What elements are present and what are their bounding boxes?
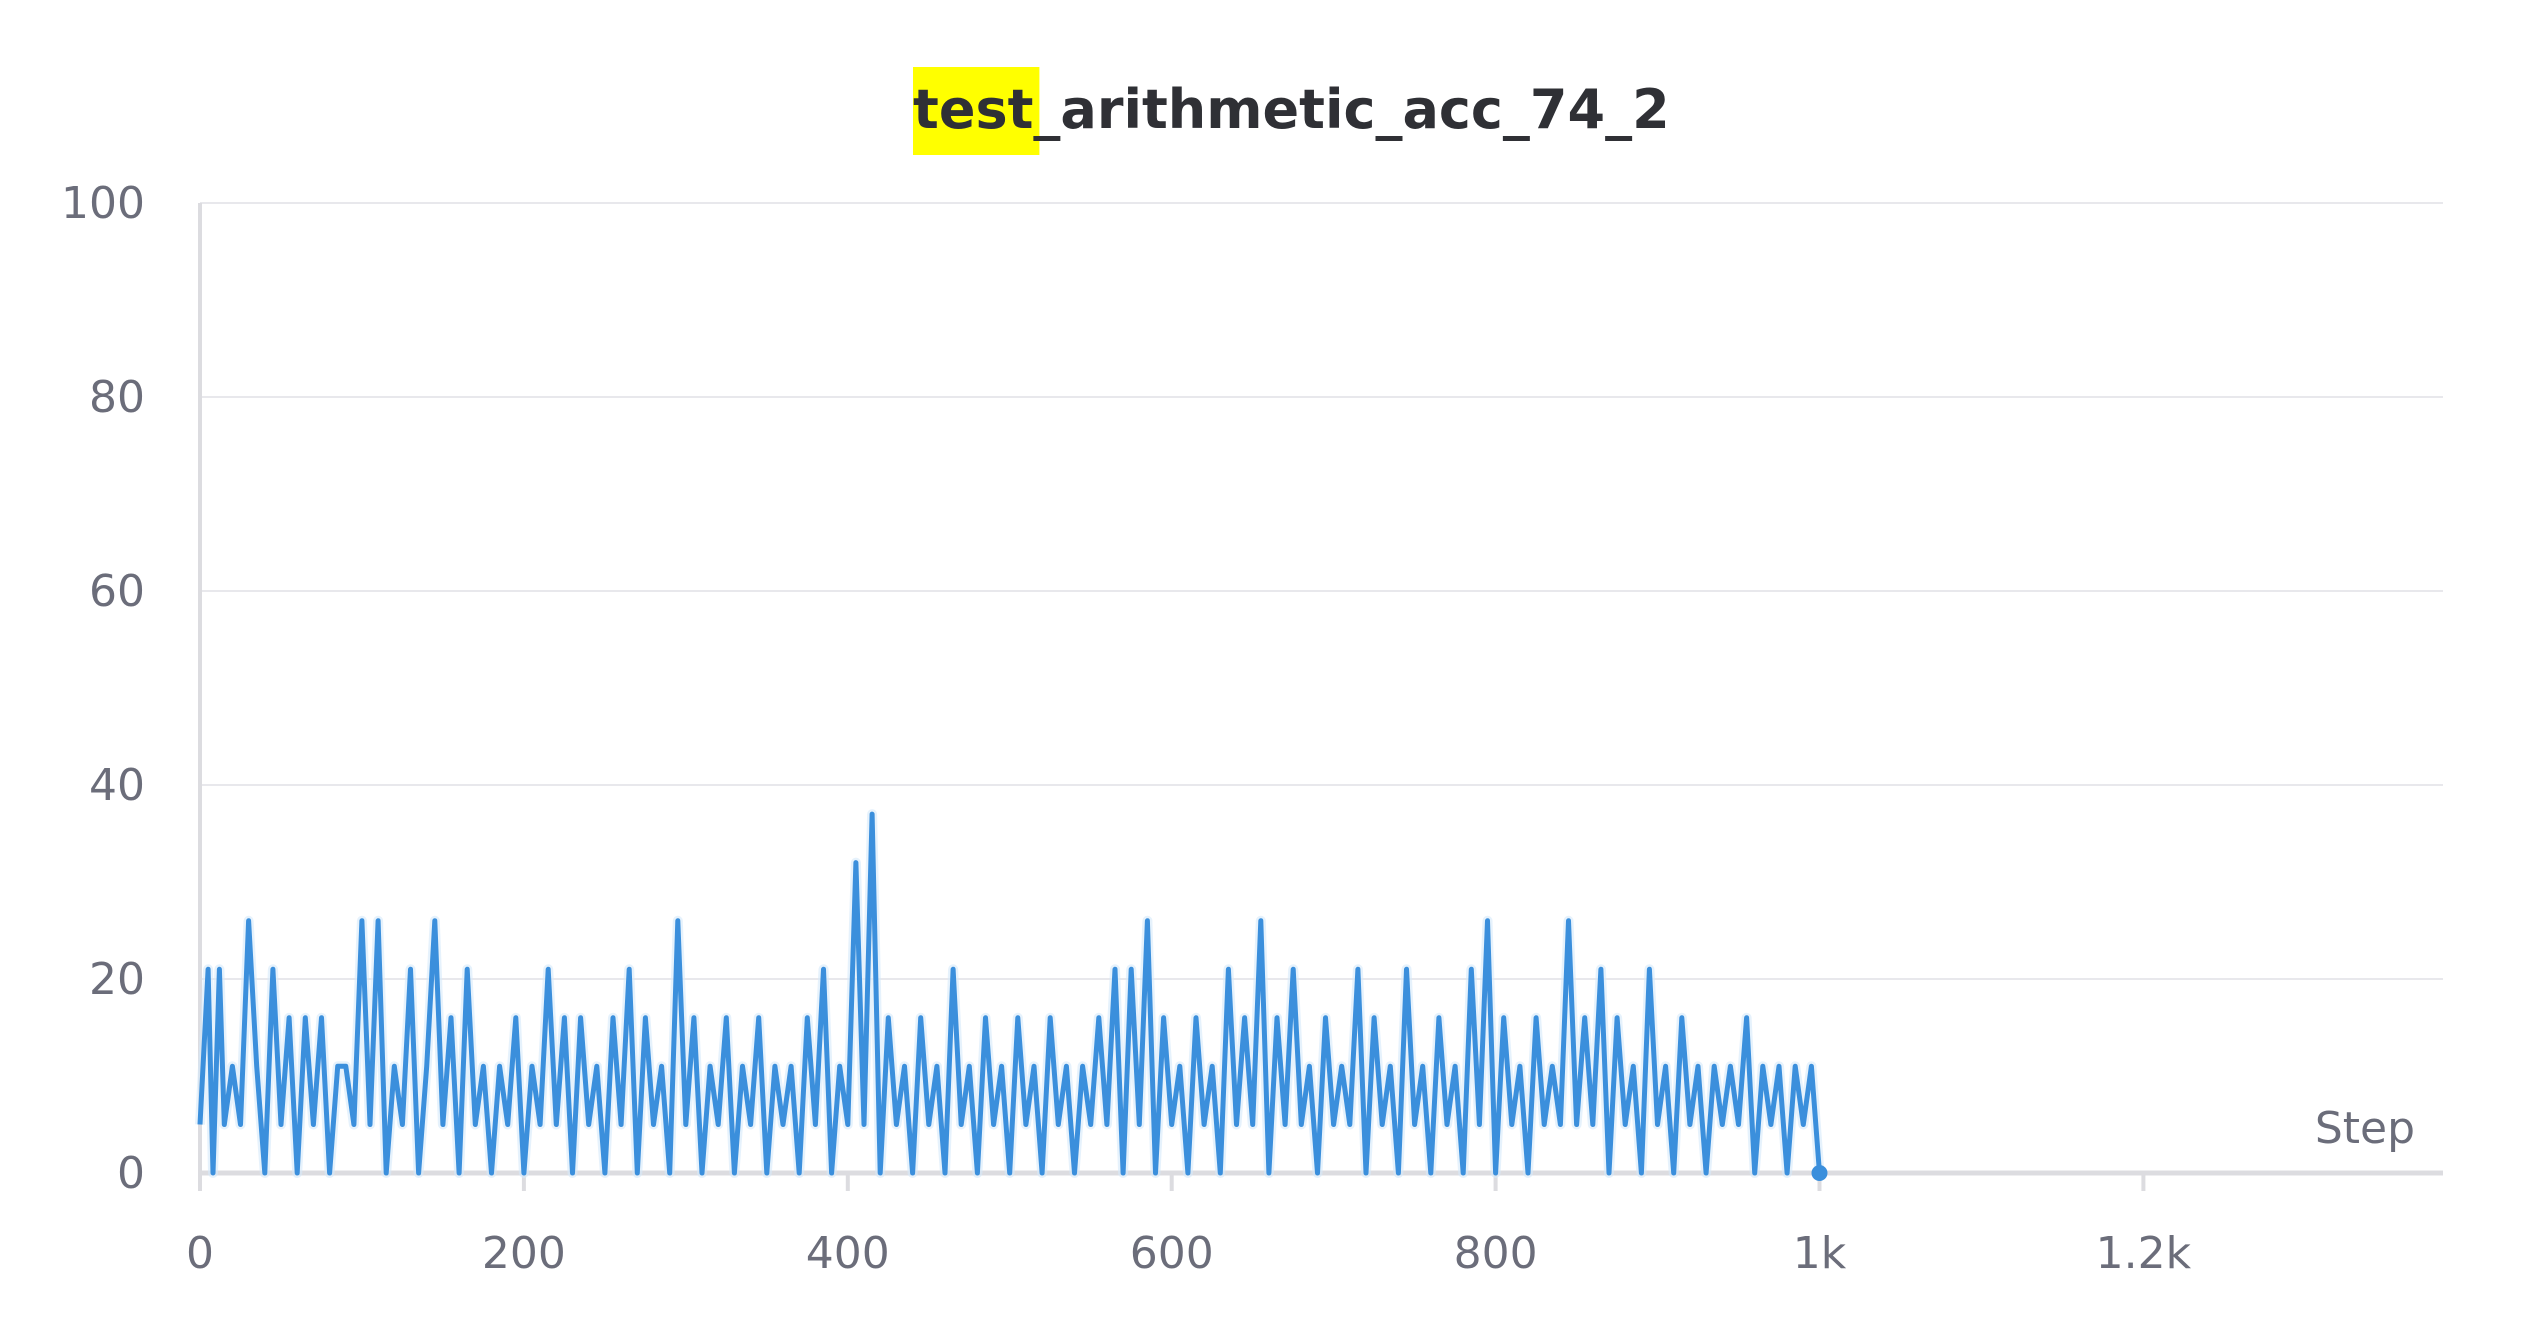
x-axis-label: Step (2315, 1103, 2415, 1154)
y-tick-label-0: 0 (117, 1148, 145, 1199)
chart-title-text: test_arithmetic_acc_74_2 (913, 78, 1670, 141)
x-tick-label-600: 600 (1130, 1228, 1214, 1279)
chart-title: test_arithmetic_acc_74_2 (913, 67, 1670, 155)
series-layer (195, 809, 1828, 1181)
series-line-0[interactable] (197, 811, 1822, 1176)
y-tick-label-100: 100 (61, 178, 145, 229)
grid (200, 202, 2443, 980)
title-highlight-text: test (913, 78, 1033, 141)
x-tick-label-1200: 1.2k (2096, 1228, 2192, 1279)
title-rest-text: _arithmetic_acc_74_2 (1033, 78, 1669, 141)
x-tick-label-1000: 1k (1793, 1228, 1847, 1279)
series-end-point-0[interactable] (1811, 1165, 1828, 1181)
y-tick-label-20: 20 (89, 954, 145, 1005)
tick-labels: 0 20 40 60 80 100 0 200 400 600 800 1k 1.2k (61, 178, 2192, 1279)
x-tick-label-0: 0 (186, 1228, 214, 1279)
title-highlight (913, 67, 1040, 155)
x-tick-label-800: 800 (1454, 1228, 1538, 1279)
y-tick-label-80: 80 (89, 372, 145, 423)
x-tick-label-400: 400 (806, 1228, 890, 1279)
y-tick-label-60: 60 (89, 566, 145, 617)
x-tick-label-200: 200 (482, 1228, 566, 1279)
y-tick-label-40: 40 (89, 760, 145, 811)
